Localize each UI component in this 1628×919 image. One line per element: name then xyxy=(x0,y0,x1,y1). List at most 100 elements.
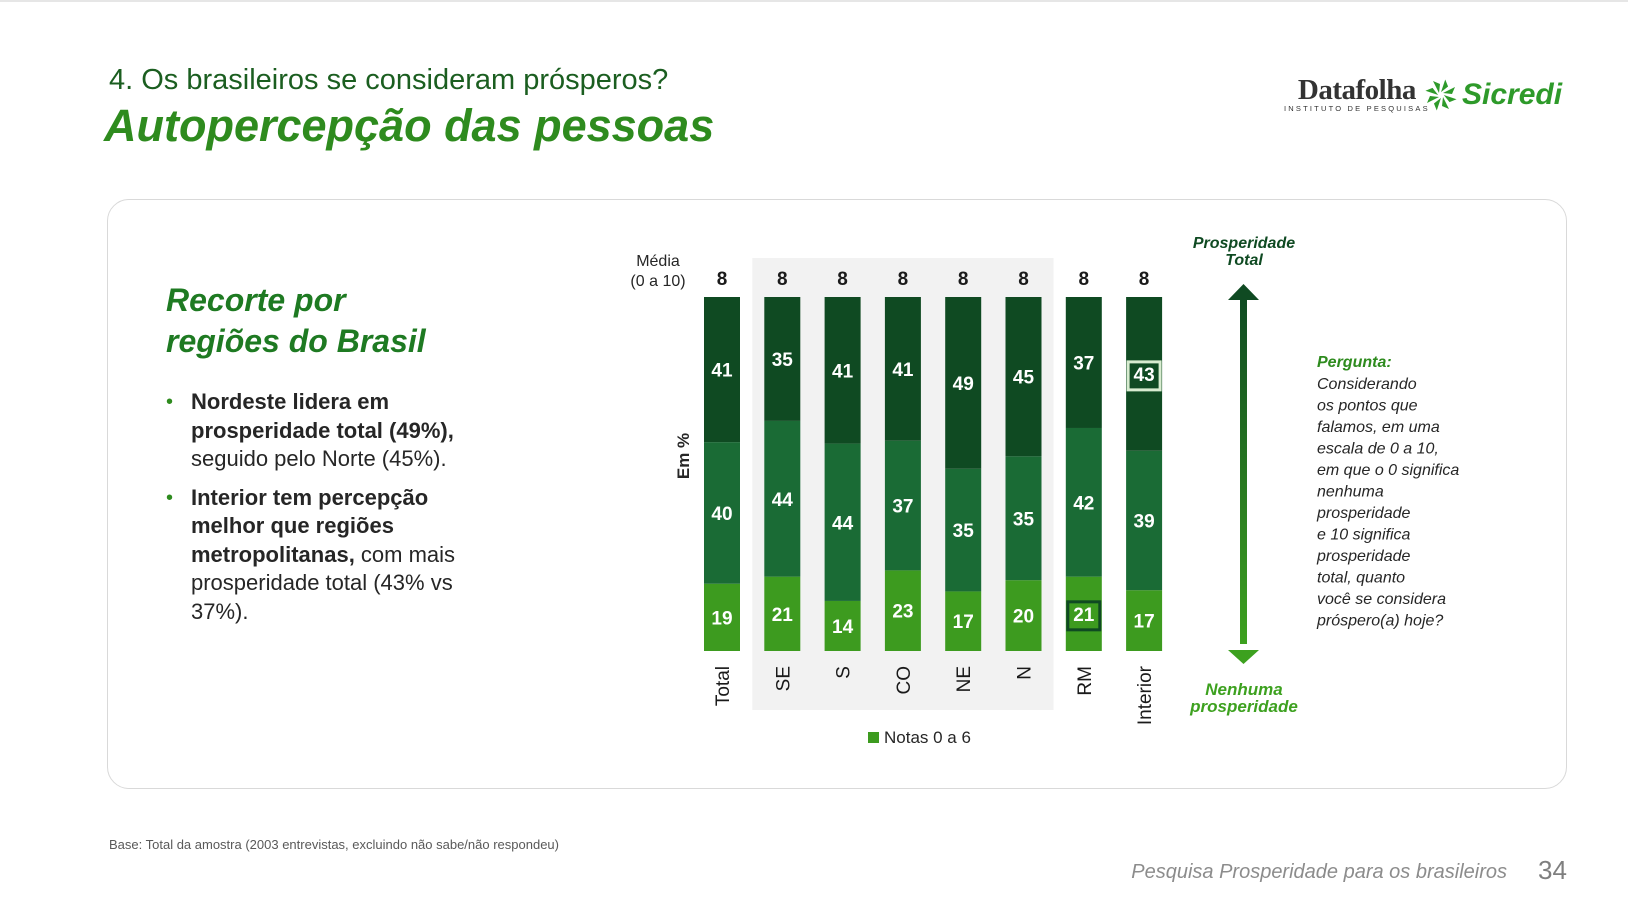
section-title-line2: regiões do Brasil xyxy=(166,323,426,359)
question-line: e 10 significa xyxy=(1317,527,1410,544)
datafolha-logo-name: Datafolha xyxy=(1297,74,1416,106)
bar-co-seg2 xyxy=(884,297,921,441)
mean-value-co: 8 xyxy=(898,269,909,290)
mean-value-se: 8 xyxy=(777,269,788,290)
question-line: escala de 0 a 10, xyxy=(1317,441,1439,458)
legend-label: Notas 0 a 6 xyxy=(884,728,971,747)
bar-co-seg0 xyxy=(884,570,921,651)
mean-value-interior: 8 xyxy=(1139,269,1150,290)
value-label-se-seg0: 21 xyxy=(772,605,794,626)
arrow-up-head xyxy=(1228,284,1259,300)
bullet-interior: Interior tem percepção melhor que regiõe… xyxy=(166,484,496,627)
bar-ne-seg0 xyxy=(945,591,982,651)
question-line: prosperidade xyxy=(1316,548,1411,565)
bullet-interior-rest: com mais prosperidade total (43% vs 37%)… xyxy=(191,541,456,624)
value-label-n-seg1: 35 xyxy=(1013,509,1035,530)
legend-swatch xyxy=(868,732,879,743)
bar-total-seg0 xyxy=(704,583,740,651)
bar-s-seg1 xyxy=(824,443,861,601)
bullet-nordeste-rest: seguido pelo Norte (45%). xyxy=(191,446,447,471)
page-number: 34 xyxy=(1538,855,1567,885)
value-label-s-seg1: 44 xyxy=(832,513,854,534)
arrow-top-label-line1: Prosperidade xyxy=(1193,235,1295,252)
value-label-co-seg1: 37 xyxy=(892,497,913,518)
mean-label-line2: (0 a 10) xyxy=(630,273,685,290)
bar-total-seg2 xyxy=(704,297,740,443)
value-label-interior-seg2: 43 xyxy=(1134,365,1155,386)
bullet-interior-bold: Interior tem percepção melhor que regiõe… xyxy=(191,484,429,567)
mean-value-total: 8 xyxy=(717,269,728,290)
value-label-ne-seg2: 49 xyxy=(953,374,974,395)
page-title: Autopercepção das pessoas xyxy=(104,100,715,151)
arrow-top-label-line2: Total xyxy=(1225,252,1263,269)
tick-label-co: CO xyxy=(894,666,915,695)
bar-interior-seg2 xyxy=(1126,297,1163,451)
datafolha-logo: Datafolha INSTITUTO DE PESQUISAS xyxy=(1284,76,1430,114)
mean-value-ne: 8 xyxy=(958,269,969,290)
value-label-s-seg0: 14 xyxy=(832,617,854,638)
tick-label-total: Total xyxy=(713,666,734,706)
question-line: em que o 0 significa xyxy=(1317,462,1459,479)
mean-value-n: 8 xyxy=(1018,269,1029,290)
datafolha-logo-subtitle: INSTITUTO DE PESQUISAS xyxy=(1284,104,1430,113)
sicredi-pinwheel-icon xyxy=(1425,79,1457,111)
tick-label-s: S xyxy=(834,666,855,679)
question-text: Considerando os pontos que falamos, em uma… xyxy=(1316,376,1459,630)
tick-label-ne: NE xyxy=(954,666,975,692)
bar-s-seg0 xyxy=(824,600,861,651)
value-label-se-seg2: 35 xyxy=(772,350,794,371)
bullet-nordeste: Nordeste lidera em prosperidade total (4… xyxy=(166,388,496,474)
question-line: prosperidade xyxy=(1316,505,1411,522)
value-label-total-seg0: 19 xyxy=(711,608,732,629)
bar-ne-seg2 xyxy=(945,297,982,469)
chart-labels: 19 40 41 8 Total 21 44 35 8 SE 14 44 41 8 S 23 37 41 8 CO 17… xyxy=(711,269,1162,725)
box-rm xyxy=(1066,600,1102,632)
top-border-line xyxy=(0,0,1628,2)
value-label-interior-seg0: 17 xyxy=(1134,612,1155,633)
value-label-co-seg0: 23 xyxy=(892,602,913,623)
prosperity-arrow xyxy=(1228,284,1259,664)
bar-total-seg1 xyxy=(704,442,740,584)
question-line: os pontos que xyxy=(1317,398,1418,415)
question-line: você se considera xyxy=(1317,591,1446,608)
question-label: Pergunta: xyxy=(1317,354,1392,371)
value-label-ne-seg1: 35 xyxy=(953,521,975,542)
sicredi-logo-name: Sicredi xyxy=(1462,78,1563,111)
bar-ne-seg1 xyxy=(945,468,982,592)
mean-label-line1: Média xyxy=(636,253,680,270)
section-title: Recorte por regiões do Brasil xyxy=(166,280,426,362)
content-card xyxy=(107,199,1567,789)
arrow-shaft xyxy=(1240,294,1247,644)
value-label-n-seg2: 45 xyxy=(1013,368,1035,389)
bar-se-seg0 xyxy=(764,576,801,651)
bar-interior-seg1 xyxy=(1126,450,1163,591)
sicredi-logo: Sicredi xyxy=(1424,77,1562,113)
bar-s-seg2 xyxy=(824,297,861,444)
bar-se-seg1 xyxy=(764,420,801,577)
tick-label-se: SE xyxy=(773,666,794,691)
tick-label-rm: RM xyxy=(1075,666,1096,696)
question-line: total, quanto xyxy=(1317,570,1405,587)
value-label-total-seg1: 40 xyxy=(711,504,732,525)
bar-co-seg1 xyxy=(884,440,921,571)
bar-rm-seg2 xyxy=(1065,297,1102,428)
page-subtitle: 4. Os brasileiros se consideram próspero… xyxy=(109,64,669,96)
tick-label-interior: Interior xyxy=(1135,665,1156,725)
box-interior xyxy=(1126,360,1162,392)
bullet-nordeste-bold: Nordeste lidera em prosperidade total (4… xyxy=(191,389,454,443)
arrow-down-head xyxy=(1228,650,1259,664)
value-label-s-seg2: 41 xyxy=(832,361,854,382)
y-axis-label: Em % xyxy=(674,433,693,479)
value-label-interior-seg1: 39 xyxy=(1134,511,1155,532)
question-line: nenhuma xyxy=(1317,484,1384,501)
value-label-rm-seg1: 42 xyxy=(1073,493,1094,514)
value-label-co-seg2: 41 xyxy=(892,360,914,381)
bar-rm-seg0 xyxy=(1065,576,1102,651)
tick-label-n: N xyxy=(1015,666,1036,680)
value-label-rm-seg0: 21 xyxy=(1073,605,1095,626)
value-label-se-seg1: 44 xyxy=(772,490,794,511)
arrow-bottom-label-line1: Nenhuma xyxy=(1205,680,1282,699)
value-label-ne-seg0: 17 xyxy=(953,612,974,633)
question-line: Considerando xyxy=(1317,376,1417,393)
